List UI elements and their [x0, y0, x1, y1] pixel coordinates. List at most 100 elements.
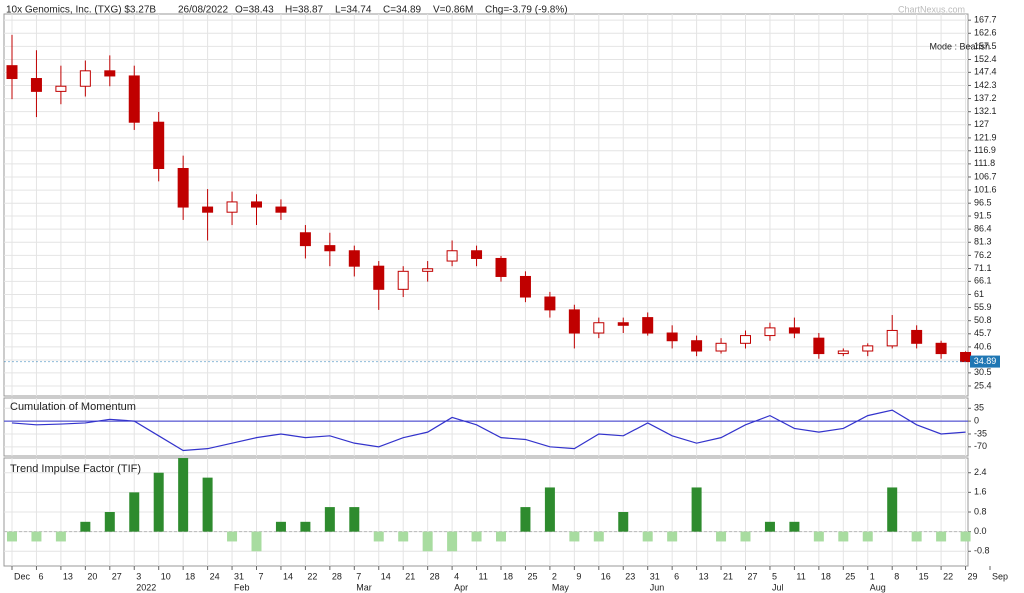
y-tick-label: -35: [974, 428, 987, 438]
x-tick-label: 9: [576, 571, 581, 581]
bar: [593, 531, 604, 542]
bar: [349, 507, 360, 532]
x-tick-label: 24: [210, 571, 220, 581]
x-tick-label: 28: [430, 571, 440, 581]
y-tick-label: 121.9: [974, 132, 997, 142]
x-tick-label: 28: [332, 571, 342, 581]
bar: [862, 531, 873, 542]
mode-annotation: Mode : Bearish: [929, 41, 990, 51]
month-label: May: [552, 582, 570, 592]
x-tick-label: 27: [112, 571, 122, 581]
y-tick-label: 91.5: [974, 210, 992, 220]
candle-body: [446, 250, 458, 262]
bar: [691, 487, 702, 532]
bar: [520, 507, 531, 532]
bar: [838, 531, 849, 542]
x-tick-label: 29: [968, 571, 978, 581]
panel-frame: [3, 13, 969, 397]
x-tick-label: 13: [699, 571, 709, 581]
x-tick-label: 1: [870, 571, 875, 581]
y-tick-label: 86.4: [974, 224, 992, 234]
x-tick-label: 7: [356, 571, 361, 581]
candle-body: [251, 201, 262, 208]
y-tick-label: 142.3: [974, 80, 997, 90]
candle-body: [886, 329, 898, 347]
change: Chg=-3.79 (-9.8%): [485, 5, 568, 16]
bar: [373, 531, 384, 542]
candle-body: [324, 245, 336, 252]
bar: [129, 492, 140, 532]
y-tick-label: 76.2: [974, 250, 992, 260]
x-tick-label: Dec: [14, 571, 31, 581]
bar: [202, 477, 213, 532]
x-tick-label: 11: [796, 571, 805, 581]
candle-body: [788, 327, 800, 334]
y-tick-label: 66.1: [974, 276, 992, 286]
x-tick-label: 15: [919, 571, 929, 581]
y-tick-label: 71.1: [974, 263, 992, 273]
y-tick-label: 132.1: [974, 106, 997, 116]
candle-body: [226, 201, 238, 213]
x-tick-label: 11: [479, 571, 488, 581]
x-tick-label: 2: [552, 571, 557, 581]
bar: [716, 531, 727, 542]
x-tick-label: 21: [723, 571, 733, 581]
x-tick-label: 22: [307, 571, 317, 581]
bar: [153, 472, 164, 532]
bar: [789, 521, 800, 532]
candle-body: [813, 337, 825, 355]
bar: [275, 521, 286, 532]
candle-body: [911, 329, 923, 344]
bar: [813, 531, 824, 542]
candle-body: [715, 342, 727, 352]
y-tick-label: 0.8: [974, 506, 987, 516]
y-tick-label: 81.3: [974, 237, 992, 247]
x-tick-label: 18: [503, 571, 513, 581]
candle-body: [471, 250, 483, 259]
panel-title: Trend Impulse Factor (TIF): [10, 463, 141, 475]
bar: [618, 512, 629, 532]
bar: [227, 531, 238, 542]
candle-body: [666, 332, 678, 342]
volume: V=0.86M: [433, 5, 473, 16]
y-tick-label: 30.5: [974, 367, 992, 377]
bar: [251, 531, 262, 552]
y-tick-label: 116.9: [974, 145, 996, 155]
month-label: 2022: [136, 582, 156, 592]
bar: [398, 531, 409, 542]
candle-body: [422, 268, 434, 272]
x-tick-label: 8: [894, 571, 899, 581]
candle-body: [79, 70, 91, 87]
bar: [960, 531, 971, 542]
month-label: Jun: [650, 582, 665, 592]
open: O=38.43: [235, 5, 274, 16]
price-tag: 34.89: [974, 356, 997, 366]
month-label: Mar: [356, 582, 372, 592]
price-tag-box: [970, 355, 1000, 368]
bar: [544, 487, 555, 532]
x-tick-label: 16: [601, 571, 611, 581]
y-tick-label: 127: [974, 119, 989, 129]
stock-title: 10x Genomics, Inc. (TXG) $3.27B: [6, 5, 156, 16]
x-tick-label: 4: [454, 571, 459, 581]
momentum-line: [11, 409, 966, 452]
candle-body: [764, 327, 776, 337]
bar: [496, 531, 506, 542]
candle-body: [593, 322, 605, 334]
candle-body: [397, 270, 409, 290]
y-tick-label: 0.0: [974, 526, 987, 536]
y-tick-label: 137.2: [974, 93, 997, 103]
candle-body: [177, 167, 189, 208]
candle-body: [153, 121, 165, 169]
x-tick-label: 6: [38, 571, 43, 581]
panel-title: Cumulation of Momentum: [10, 401, 136, 413]
y-tick-label: 25.4: [974, 380, 992, 390]
candle-body: [642, 317, 654, 334]
x-tick-label: 3: [136, 571, 141, 581]
watermark: ChartNexus.com: [898, 4, 965, 14]
x-tick-label: 10: [161, 571, 171, 581]
month-label: Apr: [454, 582, 468, 592]
y-tick-label: 0: [974, 416, 979, 426]
candle-body: [202, 206, 214, 213]
